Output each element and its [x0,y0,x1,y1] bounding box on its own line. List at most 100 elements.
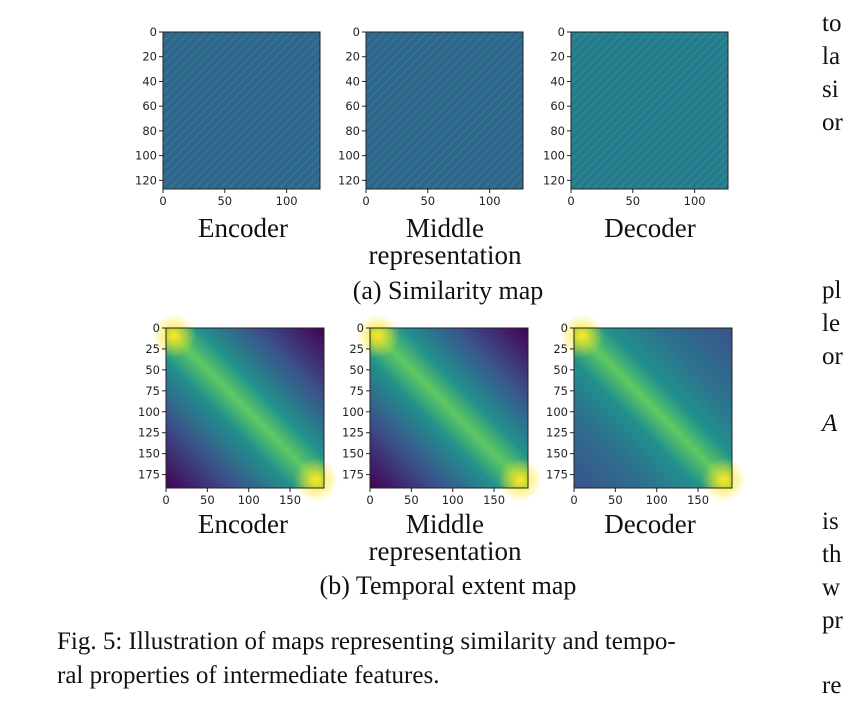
heatmap-cells [166,328,324,488]
subfigure-caption-a: (a) Similarity map [352,276,544,305]
y-tick-label: 40 [550,74,565,88]
x-tick-label: 100 [646,493,668,507]
corner-highlight [560,314,604,358]
figure-caption: Fig. 5: Illustration of maps representin… [57,628,676,689]
heatmap-cells [370,328,528,488]
y-tick-label: 75 [553,384,568,398]
y-tick-label: 25 [349,342,364,356]
heatmap-similarity-1: 0 50 100 0 20 40 60 80 100 120 [338,25,524,208]
x-tick-label: 0 [162,493,169,507]
heatmap-cells [571,32,728,189]
map-label-encoder-b: Encoder [198,509,288,539]
y-tick-label: 80 [142,124,157,138]
heatmap-temporal-0: 0 50 100 150 0 25 50 75 100 125 150 175 [138,314,338,507]
x-tick-label: 50 [200,493,215,507]
right-column-fragment: th [822,541,842,568]
map-label-middle-a: Middle representation [368,213,522,270]
y-tick-label: 75 [145,384,160,398]
corner-highlight [152,314,196,358]
y-tick-label: 50 [145,363,160,377]
y-tick-label: 60 [345,99,360,113]
y-tick-label: 150 [342,447,364,461]
y-tick-label: 40 [345,74,360,88]
map-label-decoder-b: Decoder [604,509,696,539]
x-tick-label: 0 [159,194,166,208]
map-label-encoder-a: Encoder [198,213,288,243]
x-tick-label: 100 [276,194,298,208]
x-tick-label: 50 [420,194,435,208]
y-tick-label: 0 [353,25,360,39]
x-tick-label: 50 [404,493,419,507]
x-tick-label: 0 [567,194,574,208]
y-tick-label: 0 [153,321,160,335]
right-column-fragment: or [822,343,843,370]
right-column-fragment: is [822,508,839,535]
y-tick-label: 60 [550,99,565,113]
right-column-fragment: w [822,574,841,601]
right-column-fragment: la [822,43,841,70]
right-column-fragment: pl [822,277,842,304]
right-column-fragment: A [822,410,838,437]
map-label-middle-b: Middle representation [368,509,522,566]
y-tick-label: 150 [546,447,568,461]
y-tick-label: 60 [142,99,157,113]
x-tick-label: 150 [687,493,709,507]
x-tick-label: 50 [608,493,623,507]
y-tick-label: 120 [543,173,565,187]
y-tick-label: 120 [338,173,360,187]
y-tick-label: 175 [138,468,160,482]
x-tick-label: 0 [570,493,577,507]
y-tick-label: 50 [349,363,364,377]
y-tick-label: 125 [342,426,364,440]
y-tick-label: 125 [138,426,160,440]
x-tick-label: 0 [366,493,373,507]
heatmap-frame [369,327,529,489]
right-column-fragment: le [822,310,841,337]
y-tick-label: 20 [550,50,565,64]
x-tick-label: 100 [684,194,706,208]
y-tick-label: 100 [342,405,364,419]
corner-highlight [702,458,746,502]
x-tick-label: 0 [362,194,369,208]
x-tick-label: 100 [442,493,464,507]
y-tick-label: 125 [546,426,568,440]
x-tick-label: 150 [483,493,505,507]
heatmap-frame [162,31,321,190]
heatmap-similarity-2: 0 50 100 0 20 40 60 80 100 120 [543,25,729,208]
right-column-fragment: re [822,672,842,699]
heatmap-frame [573,327,733,489]
y-tick-label: 0 [150,25,157,39]
x-tick-label: 50 [217,194,232,208]
corner-highlight [294,458,338,502]
heatmap-similarity-0: 0 50 100 0 20 40 60 80 100 120 [135,25,321,208]
y-tick-label: 120 [135,173,157,187]
y-tick-label: 80 [345,124,360,138]
x-tick-label: 150 [279,493,301,507]
y-tick-label: 20 [345,50,360,64]
y-tick-label: 25 [553,342,568,356]
y-tick-label: 100 [546,405,568,419]
y-tick-label: 75 [349,384,364,398]
x-tick-label: 100 [479,194,501,208]
y-tick-label: 0 [558,25,565,39]
y-tick-label: 100 [338,149,360,163]
y-tick-label: 175 [546,468,568,482]
subfigure-caption-b: (b) Temporal extent map [319,571,577,600]
y-tick-label: 50 [553,363,568,377]
y-tick-label: 40 [142,74,157,88]
y-tick-label: 80 [550,124,565,138]
right-column-fragment: pr [822,607,843,634]
x-tick-label: 50 [625,194,640,208]
heatmap-cells [366,32,523,189]
corner-highlight [498,458,542,502]
heatmap-temporal-1: 0 50 100 150 0 25 50 75 100 125 150 175 [342,314,542,507]
right-column-fragment: si [822,76,839,103]
corner-highlight [356,314,400,358]
right-column-fragment: to [822,10,842,37]
x-tick-label: 100 [238,493,260,507]
heatmap-frame [570,31,729,190]
y-tick-label: 175 [342,468,364,482]
